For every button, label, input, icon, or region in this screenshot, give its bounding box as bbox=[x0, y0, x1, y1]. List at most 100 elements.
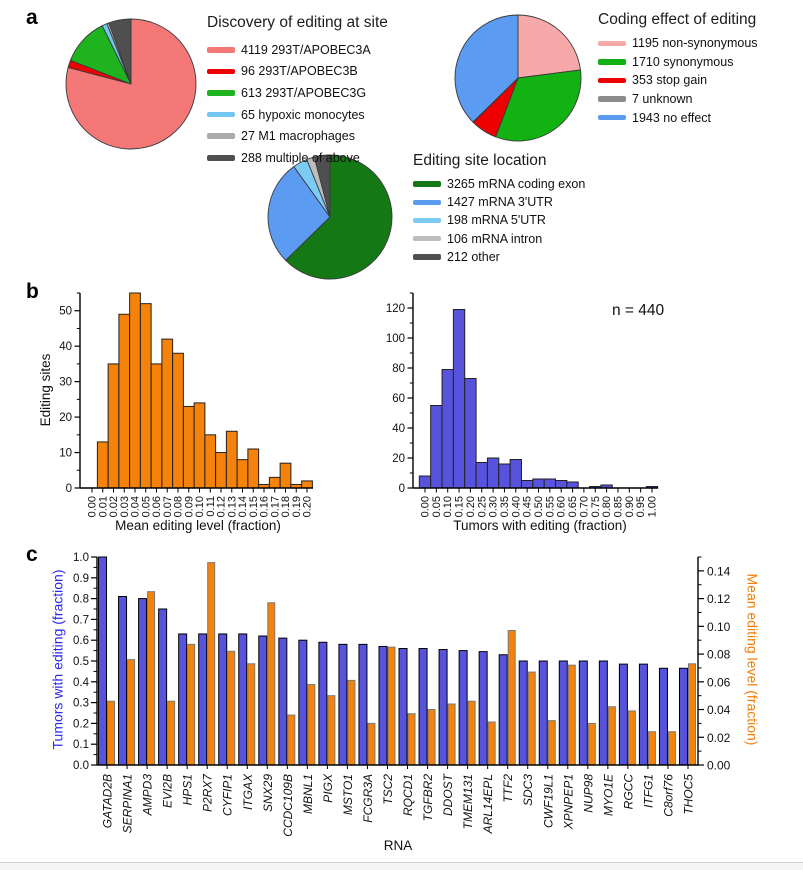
gene-label: FCGR3A bbox=[361, 774, 375, 823]
panel-c-label: c bbox=[26, 543, 38, 566]
editing-level-bar bbox=[627, 710, 636, 766]
gene-label: CYFIP1 bbox=[221, 774, 235, 816]
histogram-bar bbox=[509, 459, 522, 489]
tumors-bar bbox=[278, 637, 288, 766]
legend-coding-effect: Coding effect of editing 1195 non-synony… bbox=[598, 11, 758, 127]
editing-level-bar bbox=[487, 721, 496, 766]
histogram-bar bbox=[96, 441, 109, 489]
histogram-bar bbox=[498, 463, 511, 489]
gene-label: DDOST bbox=[441, 772, 455, 816]
tumors-bar bbox=[98, 556, 108, 766]
gene-label: RGCC bbox=[621, 774, 635, 810]
tumors-bar bbox=[338, 643, 348, 766]
tumors-bar bbox=[598, 660, 608, 766]
editing-level-bar bbox=[367, 722, 376, 766]
tumors-bar bbox=[458, 650, 468, 766]
left-tick-label: 0.1 bbox=[73, 739, 89, 751]
histogram-bar bbox=[204, 434, 217, 489]
tumors-bar bbox=[518, 660, 528, 766]
editing-level-bar bbox=[587, 722, 596, 766]
y-tick-label: 40 bbox=[59, 341, 72, 353]
right-tick-label: 0.06 bbox=[707, 675, 731, 689]
gene-label: CWF19L1 bbox=[541, 774, 555, 828]
gene-label: SNX29 bbox=[261, 774, 275, 812]
pie-slice bbox=[108, 18, 132, 85]
left-tick-label: 0.2 bbox=[73, 718, 89, 730]
histogram-bar bbox=[107, 363, 120, 489]
left-tick-label: 0.8 bbox=[73, 594, 89, 606]
x-tick-label: 0.15 bbox=[248, 496, 260, 517]
gene-label: PIGX bbox=[321, 773, 335, 803]
gene-label: SERPINA1 bbox=[121, 774, 135, 833]
editing-level-bar bbox=[467, 700, 476, 766]
x-tick-label: 0.11 bbox=[205, 496, 217, 517]
hist2-x-axis-title: Tumors with editing (fraction) bbox=[453, 518, 627, 533]
tumors-bar bbox=[178, 633, 188, 766]
x-tick-label: 0.80 bbox=[601, 496, 613, 517]
gene-chart-left-axis-title: Tumors with editing (fraction) bbox=[49, 569, 66, 750]
histogram-bar bbox=[247, 448, 260, 489]
tumors-bar bbox=[298, 639, 308, 766]
gene-label: TTF2 bbox=[501, 774, 515, 803]
legend-item: 4119 293T/APOBEC3A bbox=[207, 39, 388, 61]
editing-level-bar bbox=[247, 663, 256, 766]
x-tick-label: 0.20 bbox=[465, 496, 477, 517]
editing-level-bar bbox=[167, 700, 176, 766]
tumors-bar bbox=[658, 667, 668, 766]
x-tick-label: 0.40 bbox=[510, 496, 522, 517]
x-tick-label: 0.16 bbox=[259, 496, 271, 517]
gene-label: EVI2B bbox=[161, 774, 175, 808]
histogram-bar bbox=[441, 369, 454, 489]
editing-level-bar bbox=[547, 720, 556, 766]
x-tick-label: 0.14 bbox=[237, 496, 249, 517]
legend-item: 3265 mRNA coding exon bbox=[413, 175, 585, 193]
right-tick-label: 0.00 bbox=[707, 759, 731, 773]
x-tick-label: 0.75 bbox=[590, 496, 602, 517]
histogram-bar bbox=[486, 457, 500, 489]
legend-item-label: 1195 non-synonymous bbox=[632, 36, 758, 51]
editing-level-bar bbox=[207, 562, 216, 766]
gene-label: THOC5 bbox=[681, 774, 695, 815]
legend-item-label: 288 multiple of above bbox=[241, 150, 360, 165]
sample-size-annotation: n = 440 bbox=[612, 302, 665, 319]
hist1-y-axis-title: Editing sites bbox=[38, 353, 53, 427]
x-tick-label: 0.17 bbox=[269, 496, 281, 517]
legend-item: 288 multiple of above bbox=[207, 147, 388, 169]
right-tick-label: 0.04 bbox=[707, 703, 731, 717]
legend-item: 212 other bbox=[413, 248, 585, 266]
left-tick-label: 0.7 bbox=[73, 614, 89, 626]
legend-item: 65 hypoxic monocytes bbox=[207, 104, 388, 126]
legend-swatch bbox=[207, 155, 235, 161]
left-tick-label: 0.5 bbox=[73, 656, 89, 668]
gene-label: HPS1 bbox=[181, 774, 195, 805]
x-tick-label: 0.55 bbox=[544, 496, 556, 517]
editing-level-bar bbox=[147, 591, 156, 766]
x-tick-label: 0.06 bbox=[151, 496, 163, 517]
legend-title: Discovery of editing at site bbox=[207, 14, 388, 31]
y-tick-label: 60 bbox=[392, 393, 405, 405]
x-tick-label: 0.95 bbox=[635, 496, 647, 517]
editing-level-bar bbox=[447, 703, 456, 766]
legend-swatch bbox=[598, 96, 626, 102]
x-tick-label: 0.15 bbox=[454, 496, 466, 517]
legend-item-label: 4119 293T/APOBEC3A bbox=[241, 42, 371, 57]
histogram-mean-editing-level: 010203040500.000.010.020.030.040.050.060… bbox=[59, 292, 314, 517]
legend-swatch bbox=[413, 217, 441, 224]
editing-level-bar bbox=[427, 709, 436, 766]
legend-swatch bbox=[413, 199, 441, 206]
editing-level-bar bbox=[667, 731, 676, 766]
x-tick-label: 0.65 bbox=[567, 496, 579, 517]
x-tick-label: 0.25 bbox=[476, 496, 488, 517]
y-tick-label: 40 bbox=[392, 423, 405, 435]
gene-label: MSTO1 bbox=[341, 774, 355, 815]
gene-label: SDC3 bbox=[521, 774, 535, 806]
legend-item: 27 M1 macrophages bbox=[207, 125, 388, 147]
legend-location: Editing site location 3265 mRNA coding e… bbox=[413, 152, 585, 266]
editing-level-bar bbox=[407, 713, 416, 766]
legend-item: 1943 no effect bbox=[598, 108, 758, 127]
left-tick-label: 0.3 bbox=[73, 698, 89, 710]
y-tick-label: 50 bbox=[59, 306, 72, 318]
legend-item-label: 353 stop gain bbox=[632, 73, 708, 88]
legend-item-label: 1943 no effect bbox=[632, 110, 712, 125]
pie-slice bbox=[285, 154, 393, 280]
